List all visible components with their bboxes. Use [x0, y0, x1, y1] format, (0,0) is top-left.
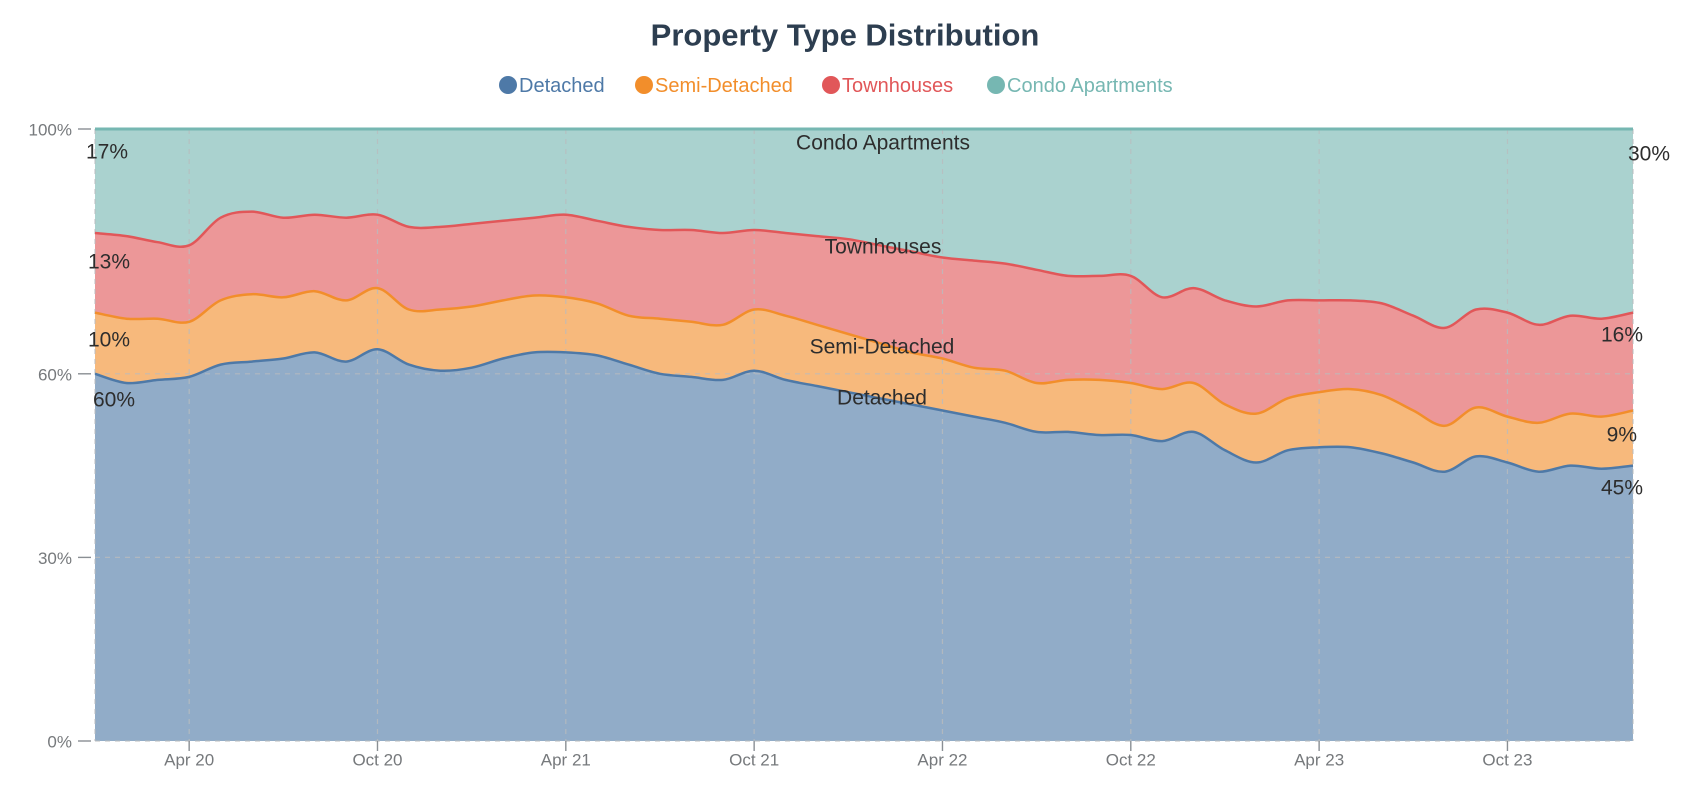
legend: Detached Semi-Detached Townhouses Condo … [499, 75, 1173, 97]
legend-item-condo-apartments[interactable]: Condo Apartments [987, 75, 1173, 97]
y-tick-label-0: 0% [47, 733, 72, 752]
y-tick-label-100: 100% [29, 121, 72, 140]
value-label-13-: 13% [88, 251, 130, 274]
chart-title: Property Type Distribution [651, 18, 1040, 53]
legend-label-semi-detached: Semi-Detached [655, 75, 793, 97]
line-semi-detached [94, 286, 1634, 428]
legend-marker-townhouses [822, 76, 840, 94]
value-label-9-: 9% [1607, 424, 1637, 447]
area-townhouses[interactable] [95, 211, 1633, 426]
legend-item-detached[interactable]: Detached [499, 75, 605, 97]
line-townhouses [94, 210, 1634, 330]
value-label-10-: 10% [88, 329, 130, 352]
legend-label-townhouses: Townhouses [842, 75, 953, 97]
x-tick-label-oct-22: Oct 22 [1106, 751, 1156, 770]
region-label-townhouses: Townhouses [825, 236, 942, 259]
x-tick-label-apr-22: Apr 22 [917, 751, 967, 770]
value-label-60-: 60% [93, 389, 135, 412]
legend-marker-semi-detached [635, 76, 653, 94]
legend-item-townhouses[interactable]: Townhouses [822, 75, 953, 97]
legend-label-detached: Detached [519, 75, 605, 97]
value-label-45-: 45% [1601, 477, 1643, 500]
x-tick-label-oct-20: Oct 20 [352, 751, 402, 770]
line-detached [94, 348, 1634, 473]
x-tick-label-apr-20: Apr 20 [164, 751, 214, 770]
value-label-30-: 30% [1628, 143, 1670, 166]
value-label-16-: 16% [1601, 324, 1643, 347]
area-condo-apartments[interactable] [95, 129, 1633, 328]
region-label-detached: Detached [837, 387, 927, 410]
y-tick-label-30: 30% [38, 549, 72, 568]
chart-render-layer: 0% 30% 60% 100% Apr 20 Oct 20 Apr 21 Oct 21 Apr … [29, 121, 1670, 770]
value-label-17-: 17% [86, 141, 128, 164]
legend-marker-detached [499, 76, 517, 94]
legend-label-condo-apartments: Condo Apartments [1007, 75, 1173, 97]
x-tick-label-oct-23: Oct 23 [1482, 751, 1532, 770]
region-label-semi-detached: Semi-Detached [810, 336, 955, 359]
area-detached[interactable] [95, 349, 1633, 741]
area-semi-detached[interactable] [95, 287, 1633, 472]
x-tick-label-apr-23: Apr 23 [1294, 751, 1344, 770]
legend-marker-condo-apartments [987, 76, 1005, 94]
x-tick-label-apr-21: Apr 21 [541, 751, 591, 770]
legend-item-semi-detached[interactable]: Semi-Detached [635, 75, 793, 97]
x-tick-label-oct-21: Oct 21 [729, 751, 779, 770]
y-tick-label-60: 60% [38, 365, 72, 384]
region-label-condo-apartments: Condo Apartments [796, 132, 970, 155]
